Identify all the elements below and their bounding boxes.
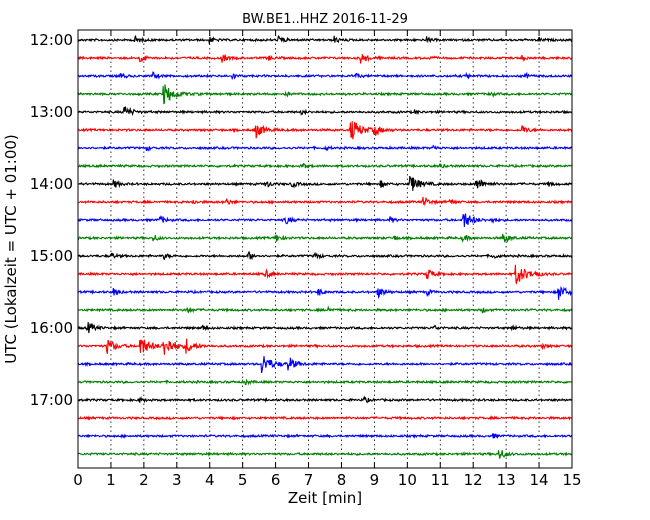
trace-1300	[77, 106, 573, 117]
trace-1230	[77, 71, 573, 81]
trace-1315	[77, 121, 573, 140]
trace-1445	[77, 233, 573, 243]
trace-1330	[77, 144, 573, 152]
y-axis-label: UTC (Lokalzeit = UTC + 01:00)	[2, 134, 20, 364]
y-tick-label: 16:00	[30, 319, 73, 337]
x-axis-ticks: 0 1 2 3 4 5 6 7 8 9 10 11 12 13 14 15	[73, 30, 582, 489]
x-tick-label: 9	[370, 471, 380, 489]
trace-1200	[77, 34, 573, 45]
x-tick-label: 0	[73, 471, 83, 489]
x-tick-label: 7	[304, 471, 314, 489]
grid-lines	[110, 30, 540, 468]
x-tick-label: 10	[398, 471, 417, 489]
y-axis-ticks: 12:00 13:00 14:00 15:00 16:00 17:00	[30, 31, 572, 409]
trace-group	[77, 34, 573, 459]
trace-1645	[77, 378, 572, 386]
trace-1615	[77, 338, 573, 355]
chart-title: BW.BE1..HHZ 2016-11-29	[242, 12, 408, 27]
trace-1515	[77, 264, 573, 285]
y-tick-label: 13:00	[30, 103, 73, 121]
x-tick-label: 12	[464, 471, 483, 489]
trace-1745	[77, 450, 573, 459]
trace-1400	[77, 175, 573, 191]
trace-1600	[77, 322, 573, 334]
y-tick-label: 14:00	[30, 175, 73, 193]
trace-1430	[77, 212, 573, 227]
trace-1700	[77, 395, 573, 404]
x-tick-label: 4	[205, 471, 215, 489]
y-tick-label: 17:00	[30, 391, 73, 409]
x-tick-label: 3	[172, 471, 182, 489]
x-tick-label: 2	[139, 471, 149, 489]
trace-1545	[77, 305, 573, 314]
y-tick-label: 15:00	[30, 247, 73, 265]
trace-1415	[77, 196, 573, 207]
trace-1345	[77, 162, 573, 169]
y-tick-label: 12:00	[30, 31, 73, 49]
x-tick-label: 1	[106, 471, 116, 489]
x-tick-label: 14	[530, 471, 549, 489]
trace-1630	[77, 356, 573, 374]
trace-1245	[77, 84, 573, 104]
x-tick-label: 11	[431, 471, 450, 489]
trace-1730	[78, 432, 573, 440]
trace-1500	[77, 250, 573, 261]
trace-1215	[77, 54, 573, 64]
x-tick-label: 6	[271, 471, 281, 489]
trace-1530	[77, 286, 573, 300]
x-tick-label: 13	[497, 471, 516, 489]
x-tick-label: 8	[337, 471, 347, 489]
x-tick-label: 15	[562, 471, 581, 489]
x-tick-label: 5	[238, 471, 248, 489]
x-axis-label: Zeit [min]	[288, 489, 362, 507]
plot-frame	[77, 29, 573, 469]
trace-1715	[77, 415, 573, 421]
